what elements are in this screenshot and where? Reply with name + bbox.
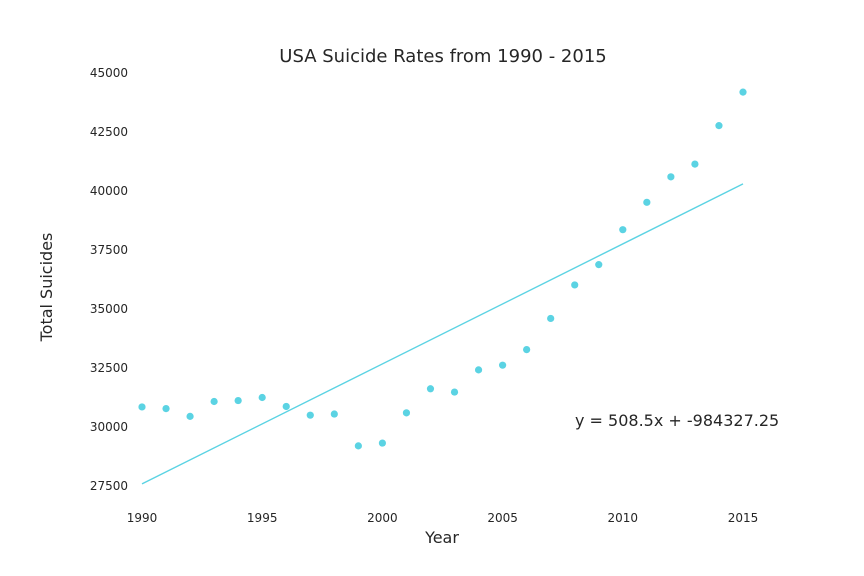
data-point	[210, 397, 218, 406]
data-point	[282, 402, 290, 411]
data-point	[426, 385, 435, 393]
data-point	[619, 226, 627, 234]
data-point	[739, 88, 747, 96]
data-point	[450, 388, 459, 396]
y-tick-label: 32500	[90, 361, 128, 375]
regression-equation: y = 508.5x + -984327.25	[575, 411, 779, 430]
x-tick-label: 2010	[608, 511, 639, 525]
trendline	[141, 183, 744, 485]
y-tick-label: 30000	[90, 420, 128, 434]
data-point	[186, 412, 194, 420]
data-points	[138, 88, 747, 450]
x-tick-label: 1995	[247, 511, 278, 525]
chart-title: USA Suicide Rates from 1990 - 2015	[279, 46, 606, 67]
y-axis-label: Total Suicides	[37, 233, 56, 343]
data-point	[306, 411, 314, 419]
y-axis-ticks: 27500 30000 32500 35000 37500 40000 42500 45000	[90, 66, 128, 493]
x-axis-label: Year	[424, 528, 459, 547]
data-point	[595, 261, 603, 269]
data-point	[715, 122, 723, 130]
y-tick-label: 27500	[90, 479, 128, 493]
data-point	[162, 404, 170, 413]
data-point	[523, 345, 531, 354]
x-tick-label: 2005	[487, 511, 518, 525]
data-point	[234, 396, 242, 405]
data-point	[402, 409, 411, 417]
data-point	[643, 198, 651, 206]
data-point	[499, 361, 507, 369]
y-tick-label: 35000	[90, 302, 128, 316]
data-point	[547, 314, 555, 323]
data-point	[691, 160, 699, 168]
data-point	[258, 393, 266, 402]
x-tick-label: 2015	[728, 511, 759, 525]
data-point	[354, 442, 362, 450]
data-point	[571, 281, 579, 289]
data-point	[667, 173, 675, 181]
y-tick-label: 37500	[90, 243, 128, 257]
x-tick-label: 1990	[127, 511, 158, 525]
data-point	[378, 439, 386, 447]
trendline-group	[141, 183, 744, 485]
y-tick-label: 45000	[90, 66, 128, 80]
data-point	[138, 403, 146, 411]
data-point	[330, 410, 338, 418]
x-tick-label: 2000	[367, 511, 398, 525]
data-point	[474, 366, 483, 374]
y-tick-label: 40000	[90, 184, 128, 198]
y-tick-label: 42500	[90, 125, 128, 139]
x-axis-ticks: 1990 1995 2000 2005 2010 2015	[127, 511, 759, 525]
